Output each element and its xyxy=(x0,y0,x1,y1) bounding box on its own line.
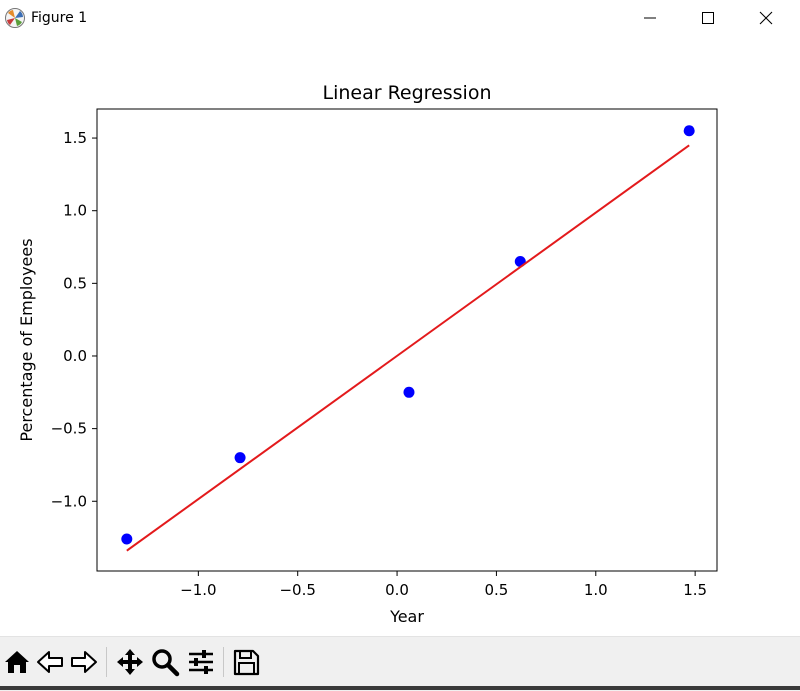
y-axis-label: Percentage of Employees xyxy=(17,238,36,441)
matplotlib-logo-icon xyxy=(5,8,25,28)
x-axis: −1.0 −0.5 0.0 0.5 1.0 1.5 xyxy=(180,571,707,599)
data-point xyxy=(234,452,246,464)
minimize-icon xyxy=(644,17,656,19)
regression-line xyxy=(126,144,690,552)
maximize-button[interactable] xyxy=(679,0,737,36)
window-titlebar: Figure 1 xyxy=(0,0,800,36)
zoom-button[interactable] xyxy=(150,647,180,677)
data-point xyxy=(683,125,695,137)
y-tick-label: 1.5 xyxy=(63,129,87,147)
x-tick-label: 1.0 xyxy=(584,581,608,599)
x-axis-label: Year xyxy=(389,607,424,626)
x-tick-label: 0.0 xyxy=(385,581,409,599)
plot-series xyxy=(121,125,695,552)
y-tick-label: 1.0 xyxy=(63,202,87,220)
maximize-icon xyxy=(702,12,714,24)
home-icon xyxy=(5,651,29,673)
data-point xyxy=(403,386,415,398)
window-edge xyxy=(797,36,800,636)
window-bottom-edge xyxy=(0,686,800,690)
y-tick-label: −1.0 xyxy=(51,492,87,510)
home-button[interactable] xyxy=(2,647,32,677)
back-arrow-icon xyxy=(37,651,63,673)
pan-button[interactable] xyxy=(115,647,145,677)
window-title: Figure 1 xyxy=(31,10,88,26)
back-button[interactable] xyxy=(36,647,66,677)
y-axis: −1.0 −0.5 0.0 0.5 1.0 1.5 xyxy=(51,129,97,510)
pan-icon xyxy=(117,649,143,675)
save-icon xyxy=(233,649,260,676)
x-tick-label: −1.0 xyxy=(180,581,216,599)
y-tick-label: 0.0 xyxy=(63,347,87,365)
toolbar-separator xyxy=(106,647,107,677)
zoom-icon xyxy=(152,649,180,677)
y-tick-label: −0.5 xyxy=(51,420,87,438)
data-point xyxy=(121,533,133,545)
x-tick-label: 1.5 xyxy=(683,581,707,599)
save-button[interactable] xyxy=(231,647,261,677)
x-tick-label: −0.5 xyxy=(279,581,315,599)
forward-arrow-icon xyxy=(71,651,97,673)
chart-title: Linear Regression xyxy=(322,82,491,104)
minimize-button[interactable] xyxy=(621,0,679,36)
close-icon xyxy=(759,11,773,25)
close-button[interactable] xyxy=(737,0,795,36)
y-tick-label: 0.5 xyxy=(63,274,87,292)
configure-subplots-button[interactable] xyxy=(186,647,216,677)
forward-button[interactable] xyxy=(68,647,98,677)
toolbar-separator xyxy=(223,647,224,677)
x-tick-label: 0.5 xyxy=(484,581,508,599)
figure-canvas: Linear Regression −1.0 −0.5 0.0 0.5 1.0 1.5 −… xyxy=(17,82,718,626)
axes-frame xyxy=(96,108,718,572)
navigation-toolbar xyxy=(0,636,800,691)
configure-subplots-icon xyxy=(189,650,213,674)
